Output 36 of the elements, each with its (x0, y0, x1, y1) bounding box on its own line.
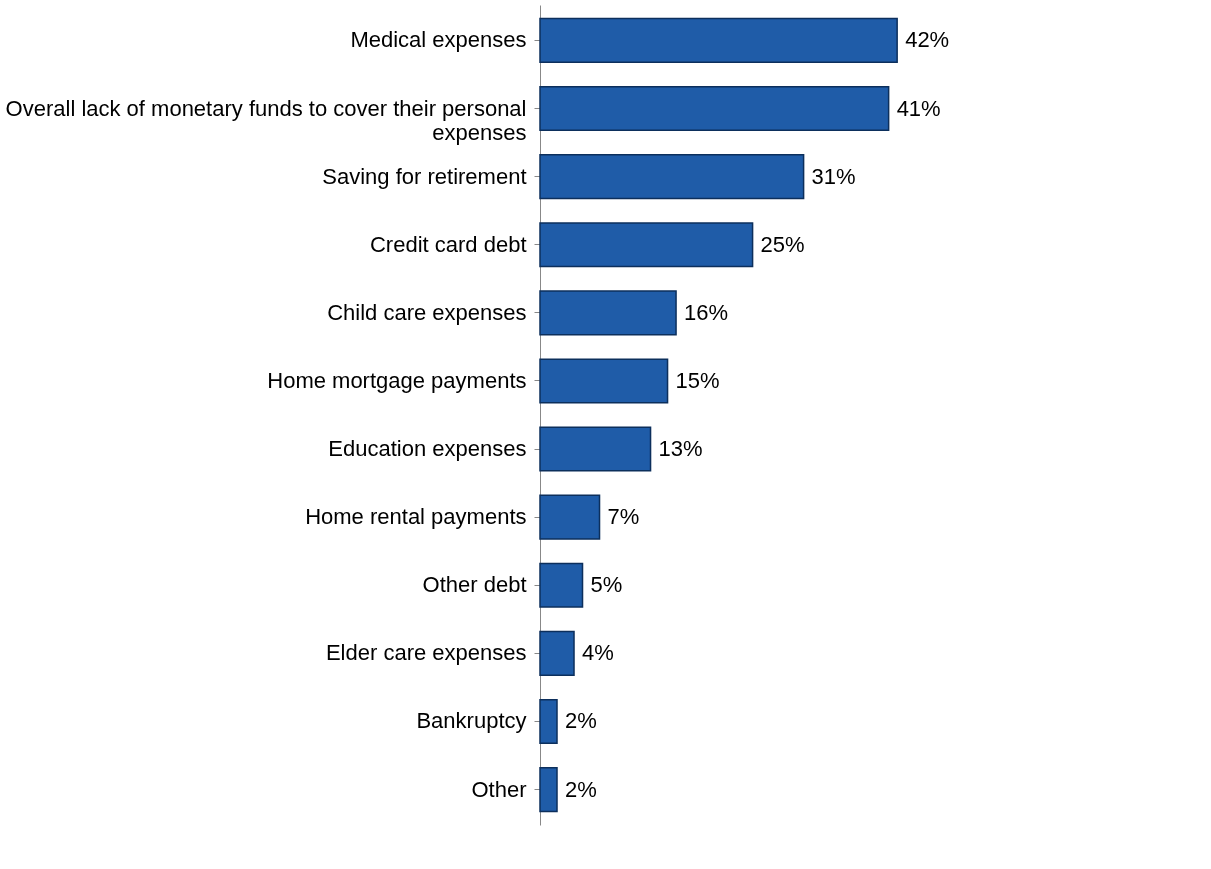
y-tick-label: Home mortgage payments (267, 367, 527, 393)
bar (539, 426, 652, 472)
data-label: 5% (590, 572, 623, 598)
y-tick-label: Medical expenses (350, 27, 527, 53)
bar (539, 494, 601, 540)
bar (539, 290, 677, 336)
bar (539, 17, 898, 63)
data-label: 13% (658, 436, 703, 462)
data-label: 16% (684, 299, 729, 325)
data-label: 2% (565, 708, 597, 734)
y-tick-label: Saving for retirement (322, 163, 527, 189)
y-tick-label: Child care expenses (327, 299, 527, 325)
y-tick-label: Other debt (422, 572, 527, 598)
bar (539, 630, 575, 676)
data-label: 2% (565, 776, 597, 802)
bar (539, 698, 558, 745)
bar (539, 154, 805, 200)
bar (539, 767, 558, 813)
data-label: 15% (675, 367, 720, 393)
data-label: 31% (811, 163, 856, 189)
y-tick-label: Other (471, 776, 527, 802)
y-tick-label: Education expenses (328, 436, 527, 462)
bar (539, 85, 890, 132)
bar (539, 358, 669, 404)
y-tick-label: Home rental payments (305, 504, 527, 530)
y-tick-label: Credit card debt (369, 231, 527, 257)
y-tick-label: Overall lack of monetary funds to cover their personal expenses (5, 95, 527, 145)
data-label: 4% (582, 640, 614, 666)
data-label: 25% (760, 231, 805, 257)
y-tick-label: Elder care expenses (325, 640, 527, 666)
bar (539, 562, 584, 608)
data-label: 42% (905, 27, 950, 53)
data-label: 7% (607, 504, 640, 530)
data-label: 41% (896, 95, 941, 121)
bar (539, 222, 754, 268)
y-tick-label: Bankruptcy (416, 708, 527, 734)
